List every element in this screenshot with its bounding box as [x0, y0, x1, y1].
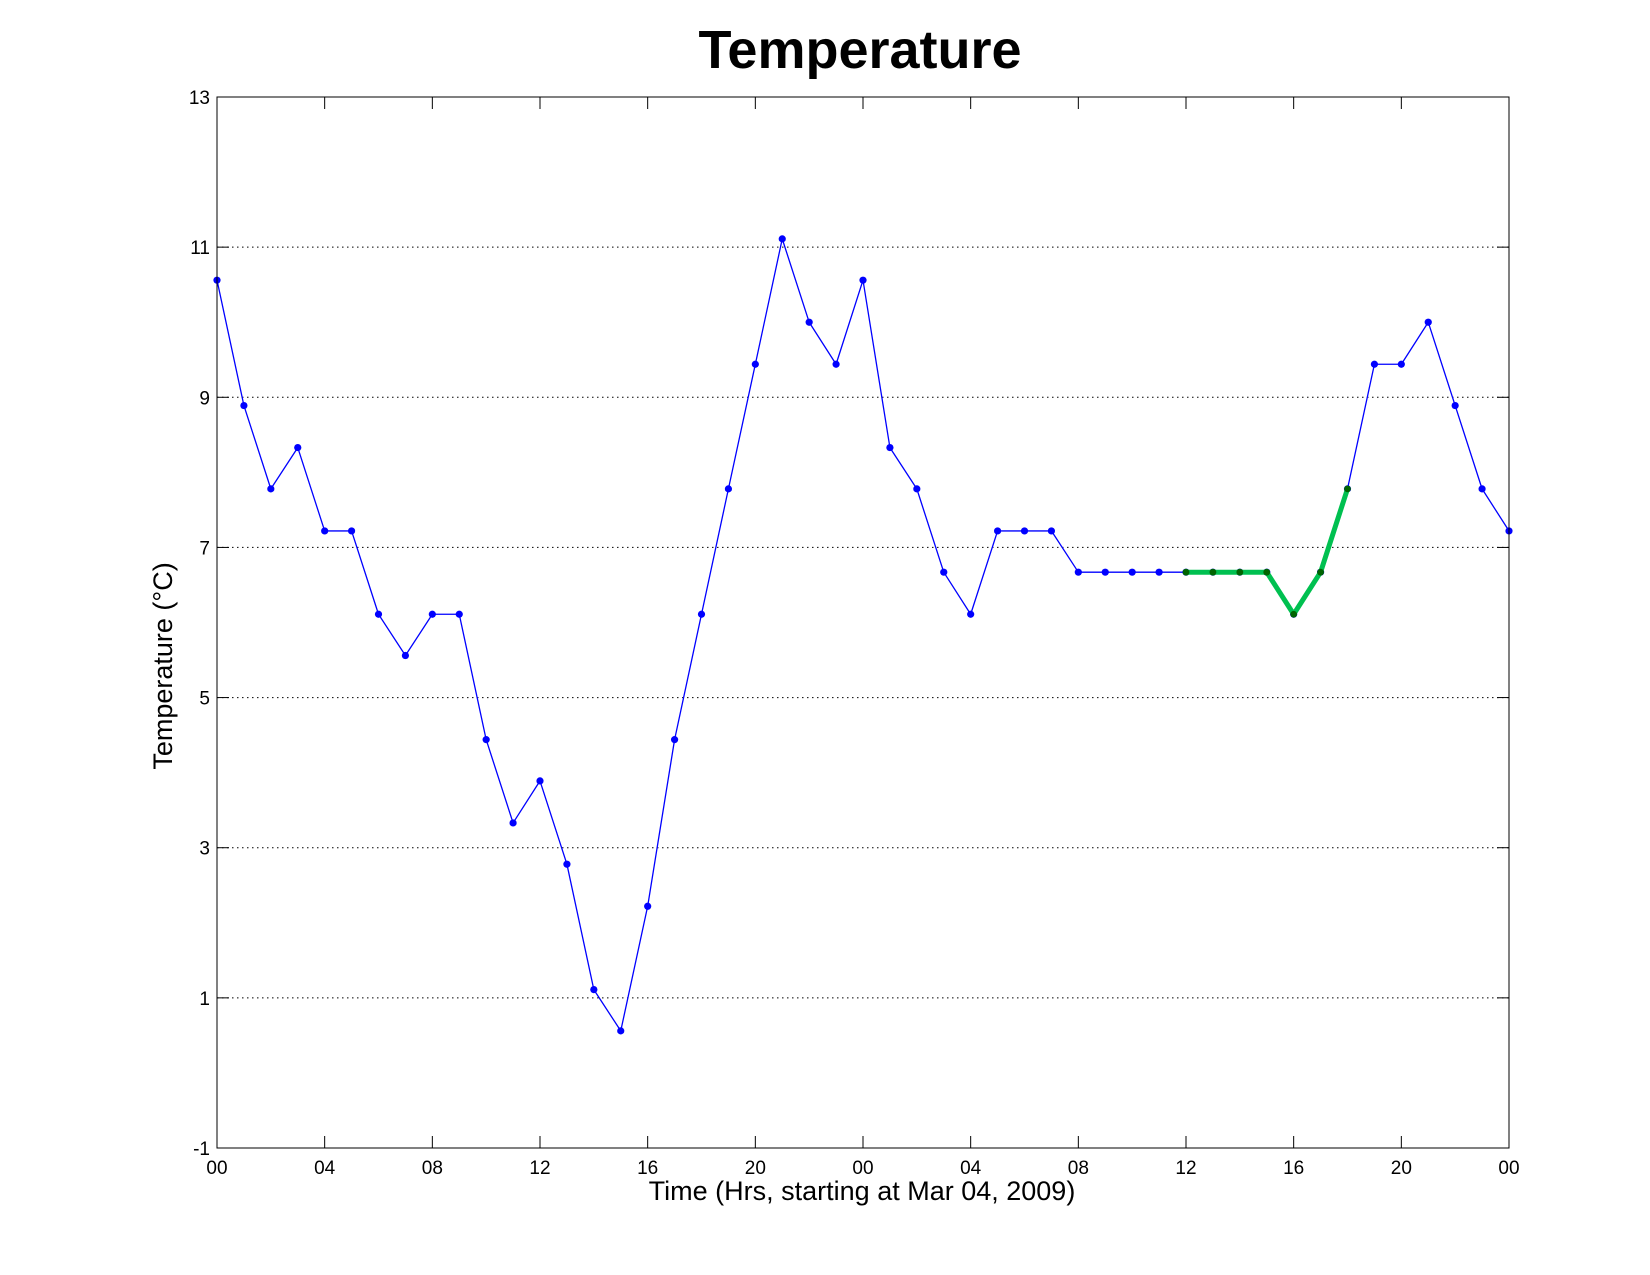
highlight-point	[1209, 568, 1217, 576]
data-point	[940, 568, 948, 576]
data-point	[1128, 568, 1136, 576]
y-tick-label: -1	[193, 1139, 210, 1160]
x-tick-label: 04	[960, 1158, 982, 1179]
highlight-point	[1182, 568, 1190, 576]
data-point	[590, 985, 598, 994]
data-point	[1397, 360, 1405, 368]
x-tick-label: 16	[1283, 1158, 1304, 1179]
chart-title: Temperature	[698, 20, 1021, 80]
data-point	[1155, 568, 1163, 576]
data-point	[347, 527, 356, 535]
data-point	[778, 235, 786, 243]
data-point	[374, 610, 383, 618]
data-point	[724, 485, 733, 493]
data-point	[455, 610, 463, 618]
data-point	[1020, 527, 1029, 535]
y-tick-label: 11	[190, 238, 210, 259]
y-tick-label: 7	[199, 538, 210, 559]
data-point	[1101, 568, 1109, 576]
highlight-point	[1263, 568, 1271, 576]
y-tick-label: 1	[199, 989, 210, 1010]
data-point	[1424, 318, 1432, 326]
data-series	[213, 235, 1513, 1035]
data-point	[294, 443, 302, 452]
highlight-point	[1290, 610, 1298, 618]
x-tick-label: 20	[1391, 1158, 1412, 1179]
data-point	[805, 318, 813, 326]
axis-ticks	[216, 96, 1510, 1149]
data-point	[859, 276, 867, 284]
data-point	[1451, 401, 1459, 410]
x-tick-label: 04	[314, 1158, 336, 1179]
data-point	[428, 610, 436, 618]
y-axis-label: Temperature (°C)	[148, 562, 178, 769]
data-point	[1370, 360, 1379, 368]
x-tick-label: 00	[852, 1158, 873, 1179]
plot-frame	[216, 96, 1510, 1149]
series-line-green	[1186, 488, 1350, 617]
data-point	[967, 610, 975, 618]
y-tick-label: 9	[199, 388, 210, 409]
x-axis-label: Time (Hrs, starting at Mar 04, 2009)	[649, 1176, 1076, 1206]
data-point	[644, 902, 652, 910]
data-point	[993, 527, 1002, 535]
x-tick-label: 08	[422, 1158, 443, 1179]
data-point	[617, 1027, 625, 1035]
x-tick-labels: 00 04 08 12 16 20 00 04 08 12 16 20 00	[206, 1158, 1519, 1179]
x-tick-label: 00	[206, 1158, 227, 1179]
data-point	[267, 485, 275, 493]
data-point	[1478, 485, 1486, 493]
data-point	[482, 736, 490, 744]
data-point	[1074, 568, 1082, 576]
x-tick-label: 08	[1068, 1158, 1089, 1179]
data-point	[697, 610, 706, 618]
data-point	[670, 736, 679, 744]
data-point	[1047, 527, 1056, 535]
grid-lines	[217, 246, 1509, 999]
y-tick-label: 3	[199, 839, 210, 860]
highlight-point	[1317, 568, 1324, 576]
x-tick-label: 12	[529, 1158, 550, 1179]
data-point	[509, 819, 517, 827]
x-tick-label: 20	[745, 1158, 766, 1179]
x-tick-label: 00	[1498, 1158, 1519, 1179]
data-point	[536, 777, 544, 785]
data-point	[886, 443, 894, 452]
highlight-point	[1344, 485, 1351, 493]
data-point	[240, 401, 248, 410]
data-point	[751, 360, 759, 368]
data-point	[321, 527, 329, 535]
data-point	[913, 485, 921, 493]
x-tick-label: 16	[637, 1158, 658, 1179]
data-point	[401, 651, 410, 660]
data-point	[832, 360, 840, 368]
y-tick-label: 5	[199, 689, 210, 710]
series-line-blue	[216, 238, 1510, 1032]
highlight-point	[1236, 568, 1244, 576]
x-tick-label: 12	[1175, 1158, 1196, 1179]
data-point	[563, 860, 571, 868]
y-tick-label: 13	[189, 88, 210, 109]
